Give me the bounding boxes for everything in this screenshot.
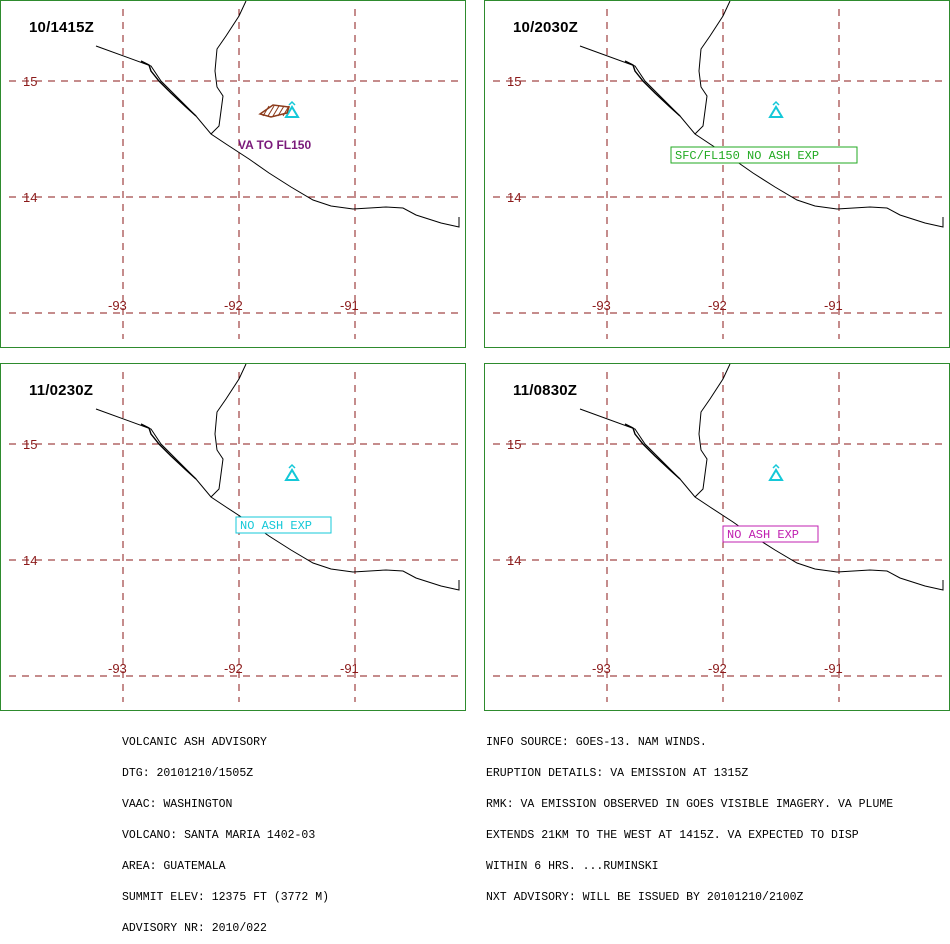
coastline-detail xyxy=(140,60,197,117)
latitude-label: 15 xyxy=(507,74,521,89)
latitude-label: 14 xyxy=(23,553,37,568)
latitude-label: 14 xyxy=(507,190,521,205)
map-canvas: 15 14 -93 -92 -91 NO ASH EXP xyxy=(493,364,947,702)
advisory-line: ERUPTION DETAILS: VA EMISSION AT 1315Z xyxy=(486,766,749,780)
advisory-line: ADVISORY NR: 2010/022 xyxy=(122,921,267,935)
map-panel-4: 15 14 -93 -92 -91 NO ASH EXP 11/0830Z xyxy=(484,363,950,711)
longitude-label: -93 xyxy=(108,661,127,676)
panel-time-label: 10/1415Z xyxy=(29,19,94,36)
ash-forecast-label: NO ASH EXP xyxy=(240,519,312,533)
map-panel-3: 15 14 -93 -92 -91 NO ASH EXP 11/0230Z xyxy=(0,363,466,711)
coastline xyxy=(95,1,460,228)
advisory-line: SUMMIT ELEV: 12375 FT (3772 M) xyxy=(122,890,330,904)
advisory-line: WITHIN 6 HRS. ...RUMINSKI xyxy=(486,859,659,873)
coastline-detail xyxy=(140,423,197,480)
ash-forecast-label-box xyxy=(235,516,332,534)
longitude-label: -92 xyxy=(708,298,727,313)
advisory-header-block: VOLCANIC ASH ADVISORY DTG: 20101210/1505… xyxy=(122,717,329,944)
latitude-label: 15 xyxy=(507,437,521,452)
ash-forecast-label: SFC/FL150 NO ASH EXP xyxy=(675,149,819,163)
triangle-volcano-icon xyxy=(284,463,300,481)
longitude-label: -91 xyxy=(824,298,843,313)
longitude-label: -91 xyxy=(340,298,359,313)
coastline xyxy=(95,364,460,591)
panel-time-label: 11/0830Z xyxy=(513,382,578,399)
advisory-line: VAAC: WASHINGTON xyxy=(122,797,233,811)
coastline xyxy=(579,1,944,228)
coastline xyxy=(579,364,944,591)
advisory-line: VOLCANIC ASH ADVISORY xyxy=(122,735,267,749)
advisory-line: EXTENDS 21KM TO THE WEST AT 1415Z. VA EX… xyxy=(486,828,859,842)
triangle-volcano-icon xyxy=(768,463,784,481)
latitude-label: 14 xyxy=(507,553,521,568)
map-canvas: 15 14 -93 -92 -91 NO ASH EXP xyxy=(9,364,463,702)
longitude-label: -92 xyxy=(224,298,243,313)
coastline-detail xyxy=(624,60,681,117)
advisory-line: VOLCANO: SANTA MARIA 1402-03 xyxy=(122,828,316,842)
advisory-line: AREA: GUATEMALA xyxy=(122,859,226,873)
advisory-line: RMK: VA EMISSION OBSERVED IN GOES VISIBL… xyxy=(486,797,894,811)
advisory-line: INFO SOURCE: GOES-13. NAM WINDS. xyxy=(486,735,707,749)
latitude-label: 15 xyxy=(23,74,37,89)
triangle-volcano-icon xyxy=(284,100,300,118)
panel-time-label: 11/0230Z xyxy=(29,382,94,399)
ash-forecast-label-box xyxy=(670,146,858,164)
longitude-label: -91 xyxy=(824,661,843,676)
advisory-line: DTG: 20101210/1505Z xyxy=(122,766,254,780)
map-panel-1: 15 14 -93 -92 -91 VA TO FL150 10/1415Z xyxy=(0,0,466,348)
advisory-details-block: INFO SOURCE: GOES-13. NAM WINDS. ERUPTIO… xyxy=(486,717,893,913)
ash-forecast-label-box xyxy=(722,525,819,543)
advisory-line: NXT ADVISORY: WILL BE ISSUED BY 20101210… xyxy=(486,890,804,904)
longitude-label: -91 xyxy=(340,661,359,676)
longitude-label: -92 xyxy=(708,661,727,676)
longitude-label: -93 xyxy=(592,661,611,676)
longitude-label: -93 xyxy=(108,298,127,313)
panel-time-label: 10/2030Z xyxy=(513,19,578,36)
coastline-detail xyxy=(624,423,681,480)
longitude-label: -93 xyxy=(592,298,611,313)
ash-plume-area xyxy=(258,104,291,118)
triangle-volcano-icon xyxy=(768,100,784,118)
map-panel-2: 15 14 -93 -92 -91 SFC/FL150 NO ASH EXP 10/203… xyxy=(484,0,950,348)
ash-forecast-label: NO ASH EXP xyxy=(727,528,799,542)
latitude-label: 15 xyxy=(23,437,37,452)
ash-forecast-label: VA TO FL150 xyxy=(238,138,311,152)
map-canvas: 15 14 -93 -92 -91 SFC/FL150 NO ASH EXP xyxy=(493,1,947,339)
latitude-label: 14 xyxy=(23,190,37,205)
longitude-label: -92 xyxy=(224,661,243,676)
map-canvas: 15 14 -93 -92 -91 VA TO FL150 xyxy=(9,1,463,339)
